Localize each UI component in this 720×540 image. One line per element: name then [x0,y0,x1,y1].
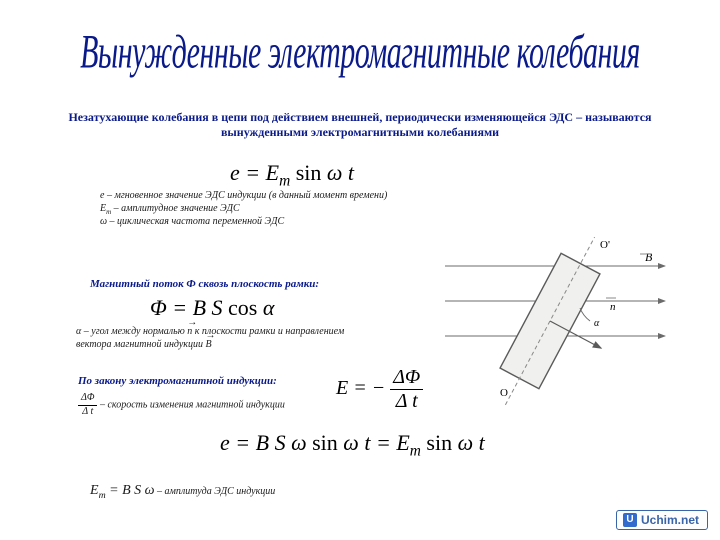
flux-legend: α – угол между нормалью n→ к плоскости р… [76,326,344,351]
diagram-o-label: O [500,387,508,399]
rate-legend-tail: – скорость изменения магнитной индукции [100,399,285,410]
diagram-b-label: B [645,250,653,264]
equation-combined-body: e = B S ω sin ω t = Em sin ω t [220,430,485,455]
emf-legend-line: Em – амплитудное значение ЭДС [100,203,387,217]
definition-text: Незатухающие колебания в цепи под действ… [60,110,660,140]
rate-legend: ΔΦ Δ t – скорость изменения магнитной ин… [78,392,285,418]
equation-faraday-prefix: E = − [336,377,385,399]
source-watermark: U Uchim.net [616,510,708,530]
emf-legend-line: ω – циклическая частота переменной ЭДС [100,216,387,229]
flux-heading: Магнитный поток Ф сквозь плоскость рамки… [90,278,319,290]
induction-law-heading: По закону электромагнитной индукции: [78,375,277,387]
frame-in-field-diagram: B n α O O' [440,236,670,406]
emf-legend-line: e – мгновенное значение ЭДС индукции (в … [100,190,387,203]
diagram-svg: B n α O O' [440,236,670,406]
amplitude-formula: Em = B S ω [90,483,155,498]
amplitude-relation: Em = B S ω – амплитуда ЭДС индукции [90,482,275,502]
amplitude-tail: – амплитуда ЭДС индукции [157,486,275,497]
page-title: Вынужденные электромагнитные колебания [0,26,720,80]
frac-num: ΔΦ [390,366,423,390]
frac-den: Δ t [78,406,97,419]
fraction-icon: ΔΦ Δ t [390,366,423,413]
diagram-n-label: n [610,301,616,313]
frac-den: Δ t [390,390,423,413]
fraction-icon: ΔΦ Δ t [78,392,97,418]
diagram-alpha-label: α [594,318,600,329]
equation-faraday: E = − ΔΦ Δ t [336,366,423,413]
diagram-o1-label: O' [600,239,610,251]
equation-emf: e = Em sin ω t [230,160,354,190]
emf-legend: e – мгновенное значение ЭДС индукции (в … [100,190,387,229]
watermark-text: Uchim.net [641,513,699,527]
equation-flux: Φ = B S cos α [150,295,274,321]
equation-flux-body: Φ = B S cos α [150,295,274,320]
uchim-logo-icon: U [623,513,637,527]
flux-legend-line: вектора магнитной индукции B→ [76,339,344,352]
equation-emf-body: e = Em sin ω t [230,160,354,185]
frac-num: ΔΦ [78,392,97,406]
equation-combined: e = B S ω sin ω t = Em sin ω t [220,430,485,460]
